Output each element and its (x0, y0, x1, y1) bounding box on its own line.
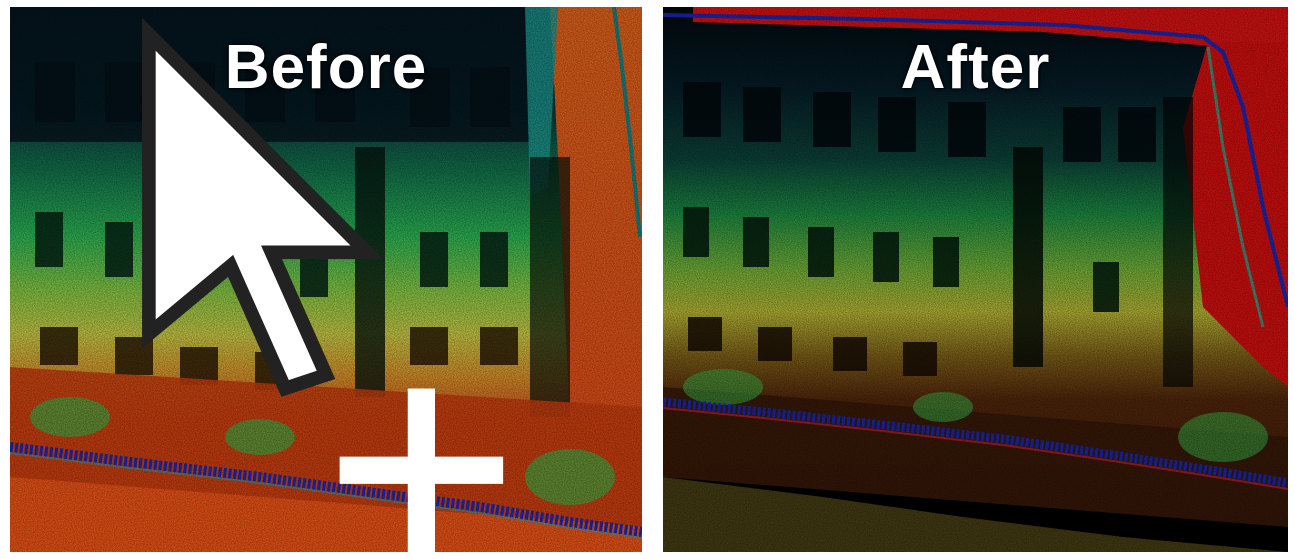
before-panel: Before (10, 7, 642, 552)
mouse-pointer-icon (142, 17, 504, 552)
after-point-cloud-image (663, 7, 1288, 552)
move-crosshair-icon (339, 388, 504, 552)
after-panel: After (663, 7, 1288, 552)
